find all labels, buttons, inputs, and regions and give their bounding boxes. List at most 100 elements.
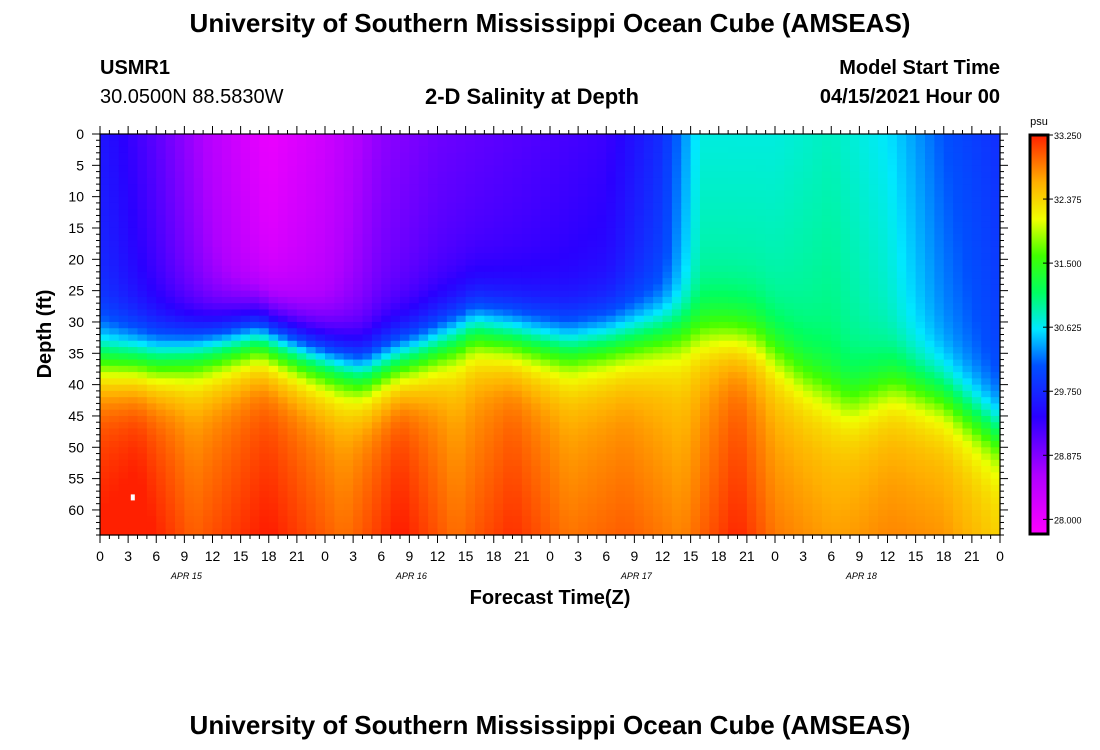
heatmap-cell: [334, 378, 345, 386]
heatmap-cell: [671, 472, 682, 480]
heatmap-cell: [362, 309, 373, 317]
heatmap-cell: [625, 497, 635, 505]
heatmap-cell: [821, 303, 832, 311]
heatmap-cell: [550, 503, 560, 511]
heatmap-cell: [418, 491, 429, 499]
heatmap-cell: [784, 196, 795, 204]
heatmap-cell: [409, 303, 420, 311]
heatmap-cell: [737, 328, 748, 336]
heatmap-cell: [306, 365, 317, 373]
heatmap-cell: [231, 365, 242, 373]
heatmap-cell: [418, 422, 429, 430]
heatmap-cell: [221, 284, 232, 292]
heatmap-cell: [193, 278, 204, 285]
heatmap-cell: [550, 409, 560, 417]
heatmap-cell: [606, 303, 617, 311]
heatmap-cell: [278, 196, 289, 204]
heatmap-cell: [240, 171, 251, 179]
heatmap-cell: [503, 365, 514, 373]
heatmap-cell: [465, 309, 476, 317]
heatmap-cell: [231, 390, 242, 398]
heatmap-cell: [212, 491, 223, 499]
heatmap-cell: [381, 509, 392, 517]
heatmap-cell: [325, 422, 335, 430]
heatmap-cell: [756, 491, 767, 499]
heatmap-cell: [756, 334, 767, 342]
heatmap-cell: [381, 190, 392, 198]
heatmap-cell: [756, 265, 767, 273]
heatmap-cell: [456, 384, 467, 392]
heatmap-cell: [653, 522, 664, 530]
heatmap-cell: [296, 278, 307, 285]
heatmap-cell: [690, 459, 701, 467]
heatmap-cell: [390, 347, 401, 354]
heatmap-cell: [728, 365, 739, 373]
heatmap-cell: [812, 134, 823, 141]
heatmap-cell: [259, 209, 270, 217]
heatmap-cell: [521, 491, 532, 499]
heatmap-cell: [146, 171, 157, 179]
heatmap-cell: [550, 209, 560, 217]
heatmap-cell: [625, 246, 635, 254]
heatmap-cell: [746, 265, 757, 273]
heatmap-cell: [531, 240, 542, 248]
heatmap-cell: [184, 441, 195, 448]
heatmap-cell: [521, 516, 532, 524]
heatmap-cell: [109, 453, 120, 461]
heatmap-cell: [578, 184, 589, 191]
heatmap-cell: [362, 491, 373, 499]
heatmap-cell: [250, 478, 260, 486]
heatmap-cell: [765, 134, 776, 141]
heatmap-cell: [325, 466, 335, 473]
heatmap-cell: [671, 259, 682, 267]
heatmap-cell: [146, 259, 157, 267]
heatmap-cell: [568, 503, 579, 511]
heatmap-cell: [175, 315, 185, 323]
heatmap-cell: [700, 234, 710, 242]
heatmap-cell: [212, 159, 223, 166]
heatmap-cell: [250, 284, 260, 292]
heatmap-cell: [681, 390, 692, 398]
heatmap-cell: [390, 453, 401, 461]
heatmap-cell: [625, 478, 635, 486]
heatmap-cell: [559, 177, 570, 185]
heatmap-cell: [671, 196, 682, 204]
heatmap-cell: [559, 365, 570, 373]
heatmap-cell: [625, 196, 635, 204]
heatmap-cell: [240, 428, 251, 436]
heatmap-cell: [175, 472, 185, 480]
heatmap-cell: [184, 403, 195, 411]
heatmap-cell: [193, 202, 204, 210]
heatmap-cell: [803, 321, 814, 329]
heatmap-cell: [634, 503, 645, 511]
heatmap-cell: [709, 415, 720, 423]
heatmap-cell: [437, 165, 448, 173]
heatmap-cell: [653, 478, 664, 486]
heatmap-cell: [146, 271, 157, 279]
heatmap-cell: [662, 165, 673, 173]
heatmap-cell: [353, 415, 364, 423]
heatmap-cell: [746, 284, 757, 292]
heatmap-cell: [718, 466, 729, 473]
heatmap-cell: [606, 359, 617, 367]
heatmap-cell: [587, 453, 598, 461]
heatmap-cell: [690, 415, 701, 423]
heatmap-cell: [334, 428, 345, 436]
heatmap-cell: [540, 284, 551, 292]
heatmap-cell: [737, 196, 748, 204]
heatmap-cell: [625, 290, 635, 298]
heatmap-cell: [465, 303, 476, 311]
model-start-value: 04/15/2021 Hour 00: [819, 86, 1000, 108]
heatmap-cell: [268, 516, 279, 524]
heatmap-cell: [634, 215, 645, 223]
heatmap-cell: [296, 478, 307, 486]
heatmap-cell: [146, 403, 157, 411]
heatmap-cell: [756, 328, 767, 336]
heatmap-cell: [531, 409, 542, 417]
heatmap-cell: [465, 472, 476, 480]
heatmap-cell: [259, 516, 270, 524]
heatmap-cell: [137, 347, 148, 354]
heatmap-cell: [503, 165, 514, 173]
heatmap-cell: [540, 271, 551, 279]
heatmap-cell: [334, 415, 345, 423]
